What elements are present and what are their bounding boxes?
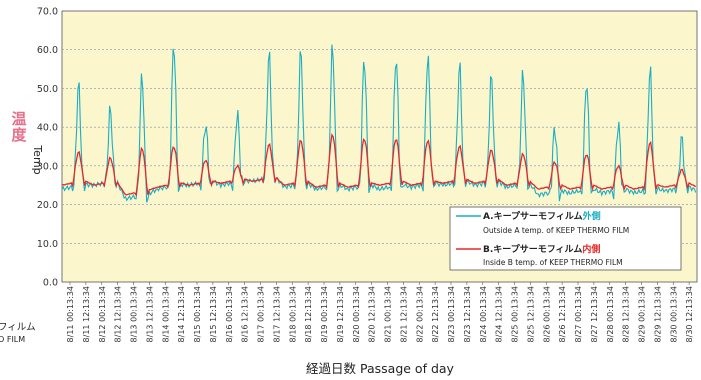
- x-tick-label: 8/20 00:13:34: [352, 286, 361, 342]
- x-axis-ticks: 8/11 00:13:34 8/11 12:13:34 8/12 00:13:34 8…: [66, 282, 694, 342]
- x-tick-label: 8/19 00:13:34: [320, 286, 329, 342]
- legend-label-a-main: キープサーモフィルム: [494, 210, 583, 222]
- cut-legend-line2: O FILM: [0, 335, 25, 344]
- x-tick-label: 8/19 12:13:34: [336, 286, 345, 342]
- x-tick-label: 8/14 12:13:34: [177, 286, 186, 342]
- x-tick-label: 8/27 12:13:34: [590, 286, 599, 342]
- x-tick-label: 8/23 00:13:34: [447, 286, 456, 342]
- x-tick-label: 8/24 00:13:34: [479, 286, 488, 342]
- x-tick-label: 8/24 12:13:34: [495, 286, 504, 342]
- y-tick-label: 30.0: [37, 161, 58, 172]
- legend-label-b-main: キープサーモフィルム: [493, 243, 582, 255]
- y-tick-label: 0.0: [43, 278, 58, 289]
- x-tick-label: 8/20 12:13:34: [368, 286, 377, 342]
- legend-sublabel-b: Inside B temp. of KEEP THERMO FILM: [483, 258, 623, 267]
- legend-label-b-prefix: B.: [483, 245, 493, 255]
- x-tick-label: 8/29 00:13:34: [638, 286, 647, 342]
- x-tick-label: 8/13 00:13:34: [130, 286, 139, 342]
- y-tick-label: 50.0: [37, 84, 58, 95]
- x-tick-label: 8/18 00:13:34: [288, 286, 297, 342]
- x-tick-label: 8/23 12:13:34: [463, 286, 472, 342]
- x-tick-label: 8/26 00:13:34: [542, 286, 551, 342]
- series-line-inside-b: [61, 133, 697, 197]
- y-axis-label-jp-char: 度: [11, 126, 27, 144]
- x-tick-label: 8/15 12:13:34: [209, 286, 218, 342]
- x-tick-label: 8/17 00:13:34: [257, 286, 266, 342]
- y-tick-label: 70.0: [37, 7, 58, 18]
- legend-sublabel-a: Outside A temp. of KEEP THERMO FILM: [483, 226, 629, 235]
- x-axis-label: 経過日数 Passage of day: [306, 361, 455, 376]
- x-tick-label: 8/26 12:13:34: [558, 286, 567, 342]
- x-tick-label: 8/17 12:13:34: [272, 286, 281, 342]
- y-axis-label-jp: 温度: [11, 110, 27, 144]
- x-tick-label: 8/27 00:13:34: [574, 286, 583, 342]
- y-axis-ticks: 0.0 10.0 20.0 30.0 40.0 50.0 60.0 70.0: [37, 7, 58, 289]
- x-tick-label: 8/15 00:13:34: [193, 286, 202, 342]
- y-tick-label: 40.0: [37, 123, 58, 134]
- x-tick-label: 8/22 12:13:34: [431, 286, 440, 342]
- x-tick-label: 8/14 00:13:34: [161, 286, 170, 342]
- x-tick-label: 8/12 12:13:34: [114, 286, 123, 342]
- y-tick-label: 20.0: [37, 200, 58, 211]
- y-axis-label-en: Temp: [31, 144, 44, 174]
- x-tick-label: 8/16 12:13:34: [241, 286, 250, 342]
- x-tick-label: 8/25 12:13:34: [526, 286, 535, 342]
- y-tick-label: 10.0: [37, 239, 58, 250]
- x-tick-label: 8/12 00:13:34: [98, 286, 107, 342]
- x-tick-label: 8/16 00:13:34: [225, 286, 234, 342]
- x-tick-label: 8/28 12:13:34: [622, 286, 631, 342]
- legend-label-b: B.キープサーモフィルム内側: [483, 243, 600, 255]
- x-tick-label: 8/30 00:13:34: [669, 286, 678, 342]
- x-tick-label: 8/22 00:13:34: [415, 286, 424, 342]
- x-tick-label: 8/13 12:13:34: [145, 286, 154, 342]
- legend: A.キープサーモフィルム外側 Outside A temp. of KEEP T…: [449, 206, 682, 271]
- legend-label-a-emph: 外側: [582, 210, 601, 222]
- y-axis-label-jp-char: 温: [11, 110, 26, 128]
- legend-label-a-prefix: A.: [483, 212, 494, 222]
- y-tick-label: 60.0: [37, 45, 58, 56]
- x-tick-label: 8/11 00:13:34: [66, 286, 75, 342]
- x-tick-label: 8/11 12:13:34: [82, 286, 91, 342]
- legend-label-b-emph: 内側: [582, 243, 600, 255]
- x-tick-label: 8/21 12:13:34: [399, 286, 408, 342]
- x-tick-label: 8/28 00:13:34: [606, 286, 615, 342]
- x-tick-label: 8/29 12:13:34: [653, 286, 662, 342]
- x-tick-label: 8/25 00:13:34: [511, 286, 520, 342]
- legend-box: [449, 206, 682, 271]
- x-tick-label: 8/18 12:13:34: [304, 286, 313, 342]
- x-tick-label: 8/21 00:13:34: [384, 286, 393, 342]
- x-tick-label: 8/30 12:13:34: [685, 286, 694, 342]
- legend-label-a: A.キープサーモフィルム外側: [483, 210, 601, 222]
- cut-legend-line1: フィルム: [0, 322, 36, 333]
